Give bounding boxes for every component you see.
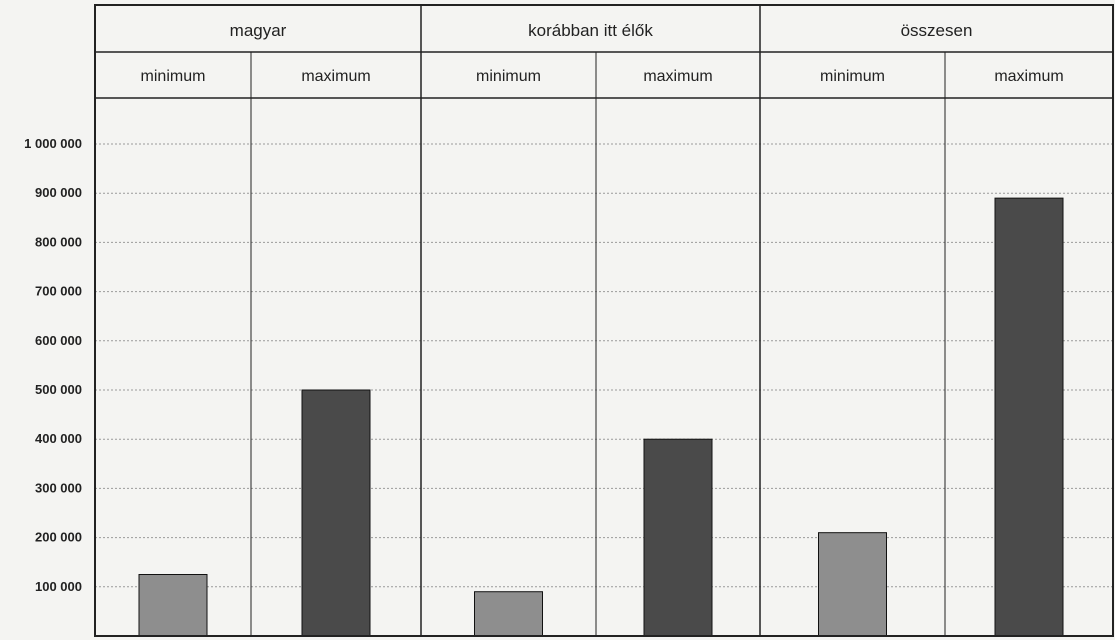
y-tick-label: 600 000	[35, 333, 82, 348]
y-tick-label: 700 000	[35, 284, 82, 299]
outer-frame	[94, 4, 1114, 637]
bar-max	[643, 438, 713, 637]
y-tick-label: 1 000 000	[24, 136, 82, 151]
column-header: maximum	[994, 68, 1063, 85]
bar-min	[138, 574, 208, 637]
y-tick-label: 400 000	[35, 431, 82, 446]
bar-min	[818, 532, 887, 637]
y-tick-label: 100 000	[35, 579, 82, 594]
y-tick-label: 900 000	[35, 185, 82, 200]
column-header: maximum	[301, 68, 370, 85]
y-tick-label: 300 000	[35, 480, 82, 495]
group-header: magyar	[230, 21, 287, 40]
y-axis-tick-labels: 100 000 200 000 300 000 400 000 500 000 600 0…	[24, 136, 82, 594]
column-header: minimum	[820, 68, 885, 85]
y-tick-label: 500 000	[35, 382, 82, 397]
group-header: összesen	[901, 21, 973, 40]
column-header: minimum	[476, 68, 541, 85]
column-header: maximum	[643, 68, 712, 85]
chart-frame	[94, 4, 1114, 637]
grid-lines	[95, 143, 1113, 588]
bar-max	[994, 197, 1064, 637]
y-tick-label: 800 000	[35, 234, 82, 249]
bar-max	[301, 389, 371, 637]
column-headers: magyar minimum maximum korábban itt élők min…	[141, 21, 1064, 85]
group-header: korábban itt élők	[528, 21, 653, 40]
y-tick-label: 200 000	[35, 530, 82, 545]
bar-min	[474, 591, 543, 637]
column-header: minimum	[141, 68, 206, 85]
bars	[138, 197, 1064, 637]
